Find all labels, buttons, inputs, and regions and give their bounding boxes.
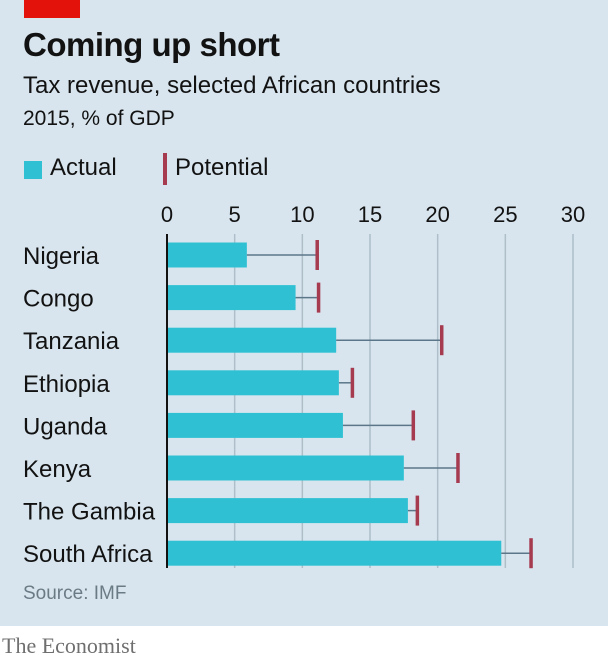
brand-red-tag [24, 0, 80, 18]
x-tick-label: 30 [561, 202, 585, 227]
category-label: The Gambia [23, 499, 156, 526]
category-label: Kenya [23, 456, 92, 483]
source-note: Source: IMF [23, 583, 127, 604]
category-label: Nigeria [23, 243, 100, 270]
category-label: Uganda [23, 413, 108, 440]
x-tick-label: 5 [229, 202, 241, 227]
bar-actual [167, 242, 247, 268]
bar-chart: 0 5 10 15 20 25 30 Nigeria Congo Tanzania Ethiopia… [23, 202, 585, 569]
publisher-brand: The Economist [2, 633, 136, 658]
x-tick-label: 0 [161, 202, 173, 227]
bar-actual [167, 285, 296, 311]
category-label: Ethiopia [23, 371, 110, 398]
x-tick-label: 10 [290, 202, 314, 227]
bar-actual [167, 540, 502, 566]
category-label: Congo [23, 286, 94, 313]
category-label: South Africa [23, 541, 153, 568]
bar-actual [167, 327, 337, 353]
bar-actual [167, 455, 404, 481]
legend-actual-label: Actual [50, 154, 117, 181]
legend-actual-swatch [24, 161, 42, 179]
x-tick-label: 15 [358, 202, 382, 227]
chart-units: 2015, % of GDP [23, 107, 175, 130]
legend-potential-label: Potential [175, 154, 269, 181]
x-tick-label: 25 [493, 202, 517, 227]
bar-actual [167, 498, 408, 524]
category-label: Tanzania [23, 328, 120, 355]
legend-potential-marker [163, 153, 167, 185]
chart-subtitle: Tax revenue, selected African countries [23, 72, 441, 99]
bar-actual [167, 412, 343, 438]
bar-actual [167, 370, 339, 396]
chart-title: Coming up short [23, 26, 280, 63]
x-tick-label: 20 [425, 202, 449, 227]
